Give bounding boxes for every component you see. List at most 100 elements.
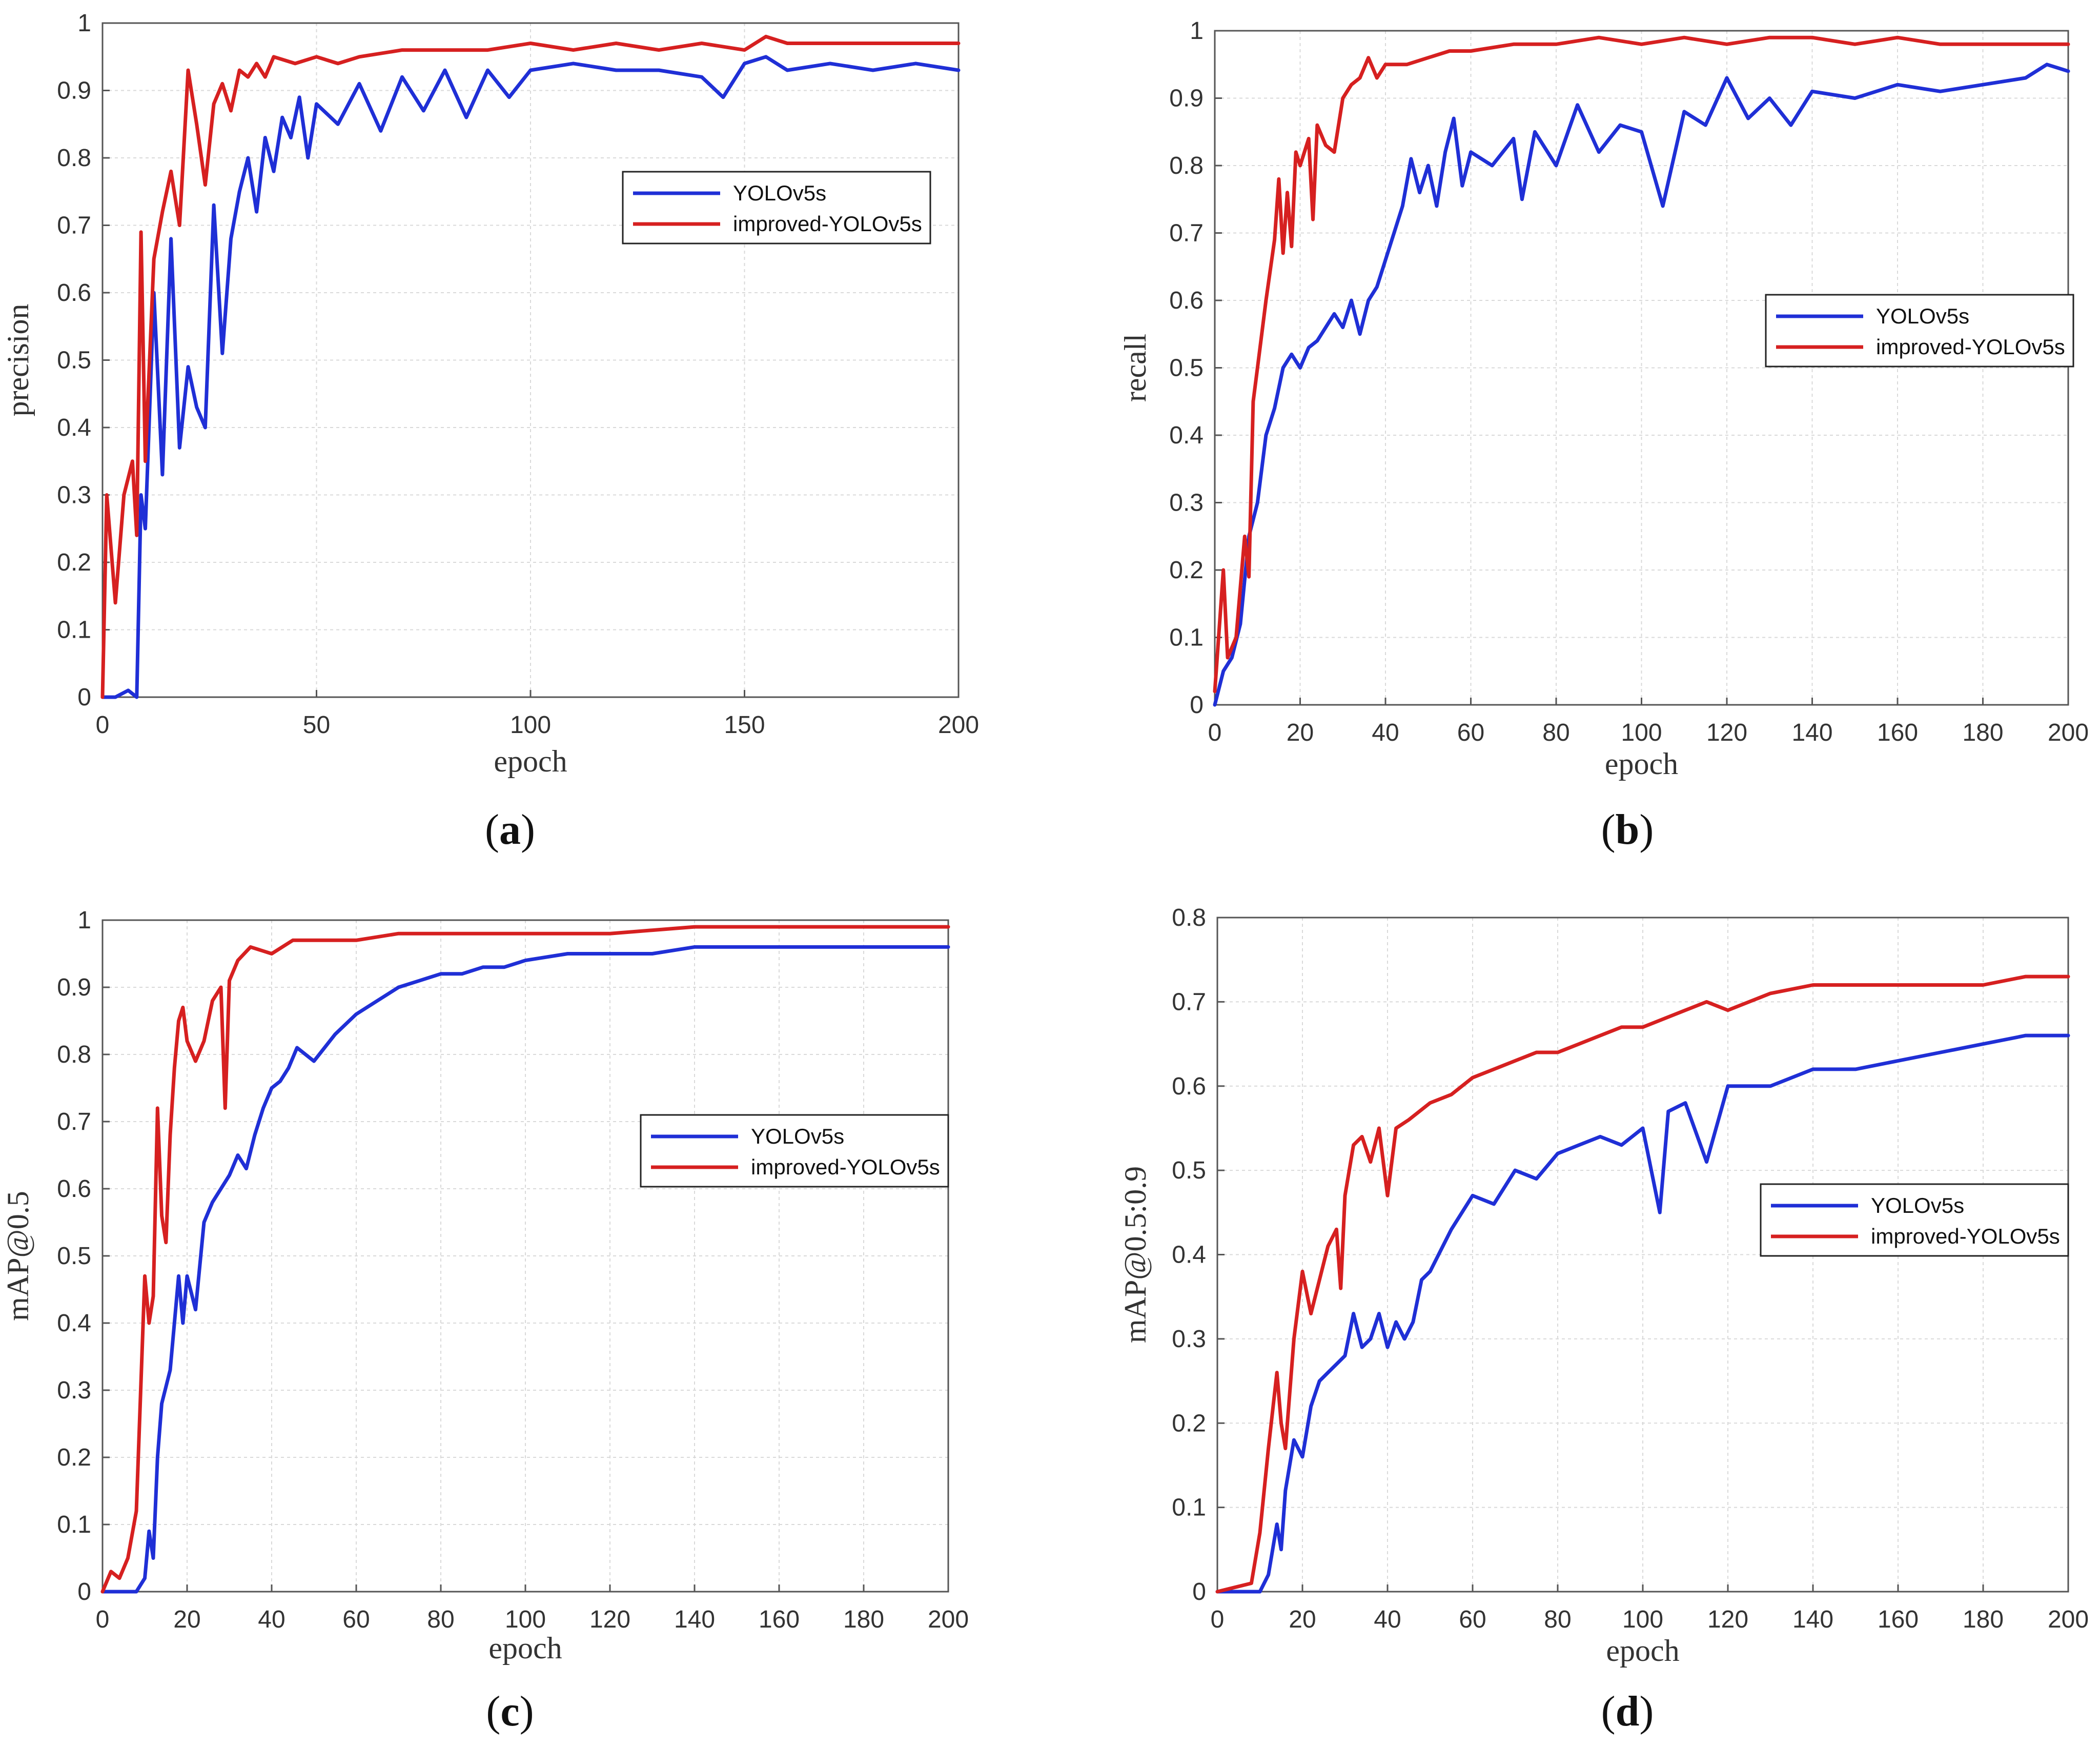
y-tick-label: 0.9 [57,974,91,1001]
y-tick-label: 0.4 [1169,422,1204,449]
y-tick-label: 0.6 [1172,1073,1206,1100]
y-tick-label: 0.7 [1172,988,1206,1015]
x-tick-label: 50 [303,712,330,739]
series-line-improved-yolov5s [1215,974,2070,1594]
y-tick-label: 0 [1190,692,1204,719]
x-tick-label: 160 [759,1606,800,1633]
caption-b-open: ( [1601,806,1616,853]
y-tick-label: 0.2 [1169,557,1204,584]
x-tick-label: 200 [938,712,979,739]
y-tick-label: 0 [77,684,91,711]
x-tick-label: 100 [1622,1606,1663,1633]
y-tick-label: 0 [77,1578,91,1605]
y-tick-label: 0.9 [1169,85,1204,112]
caption-d: (d) [1551,1686,1704,1736]
series-line-yolov5s [1215,1033,2070,1594]
x-tick-label: 60 [1457,719,1484,746]
x-tick-label: 80 [1542,719,1569,746]
x-tick-label: 60 [342,1606,370,1633]
x-tick-label: 0 [1211,1606,1225,1633]
x-tick-label: 200 [2048,719,2089,746]
x-tick-label: 140 [674,1606,715,1633]
y-tick-label: 0.1 [1169,624,1204,652]
panel-c: 0 20 40 60 80 100 120 140 160 180 200 0 0.1 0.2 0.3 0.4… [1,907,969,1665]
x-tick-label: 140 [1791,719,1832,746]
caption-b-letter: b [1615,806,1640,853]
y-tick-label: 0.3 [1169,490,1204,517]
y-tick-label: 0.5 [1172,1157,1206,1184]
y-tick-label: 0.5 [57,1243,91,1270]
x-tick-label: 60 [1459,1606,1486,1633]
x-tick-label: 200 [2048,1606,2089,1633]
x-tick-label: 100 [1621,719,1662,746]
caption-c-open: ( [486,1688,501,1735]
y-tick-label: 1 [77,10,91,37]
y-axis-label: precision [1,304,35,417]
caption-a-open: ( [485,806,499,853]
y-tick-label: 0.8 [1169,152,1204,179]
y-tick-label: 0.6 [57,1175,91,1203]
caption-d-open: ( [1601,1688,1616,1735]
caption-d-close: ) [1639,1688,1654,1735]
legend-label-improved-yolov5s: improved-YOLOv5s [1876,335,2065,359]
caption-a-letter: a [499,806,521,853]
caption-c-letter: c [500,1688,520,1735]
x-tick-label: 0 [96,712,110,739]
panel-b: 0 20 40 60 80 100 120 140 160 180 200 0 0.1 0.2 0.3 0.4… [1118,17,2089,781]
y-tick-label: 0.4 [57,1310,91,1337]
x-tick-label: 100 [505,1606,546,1633]
y-tick-label: 0.1 [57,1511,91,1538]
series-line-yolov5s [1213,63,2070,707]
x-tick-label: 180 [1963,1606,2004,1633]
y-axis-label: mAP@0.5:0.9 [1118,1166,1152,1343]
y-tick-label: 0.7 [1169,220,1204,247]
x-tick-label: 20 [173,1606,200,1633]
caption-a: (a) [433,805,587,855]
y-tick-label: 0.4 [57,414,91,441]
caption-b: (b) [1551,805,1704,855]
x-tick-label: 20 [1287,719,1314,746]
y-tick-label: 1 [1190,17,1204,45]
x-tick-label: 20 [1289,1606,1316,1633]
y-tick-label: 0.8 [57,145,91,172]
legend-box [1765,294,2074,368]
series-line-yolov5s [100,945,950,1594]
caption-d-letter: d [1615,1688,1640,1735]
y-tick-label: 1 [77,907,91,934]
x-tick-label: 80 [427,1606,454,1633]
caption-c-close: ) [519,1688,534,1735]
y-tick-label: 0.4 [1172,1242,1206,1269]
x-tick-label: 150 [724,712,765,739]
y-tick-label: 0.3 [57,482,91,509]
series-line-improved-yolov5s [1213,35,2070,694]
x-axis-label: epoch [494,744,567,778]
x-tick-label: 200 [928,1606,969,1633]
y-tick-label: 0.2 [57,549,91,576]
legend-label-improved-yolov5s: improved-YOLOv5s [733,212,922,236]
y-tick-label: 0.1 [1172,1494,1206,1521]
x-tick-label: 40 [1374,1606,1401,1633]
panel-d: 0 20 40 60 80 100 120 140 160 180 200 0 0.1 0.2 0.3 0.4… [1118,904,2089,1668]
x-tick-label: 160 [1878,1606,1919,1633]
legend-box [640,1114,949,1188]
legend-label-yolov5s: YOLOv5s [1871,1193,1964,1217]
y-tick-label: 0.6 [1169,287,1204,314]
x-tick-label: 120 [1706,719,1747,746]
x-tick-label: 0 [1208,719,1222,746]
y-tick-label: 0.5 [1169,355,1204,382]
x-axis-label: epoch [1606,1634,1679,1668]
x-axis-label: epoch [488,1631,562,1665]
y-tick-label: 0.9 [57,77,91,105]
x-tick-label: 0 [96,1606,110,1633]
legend-label-yolov5s: YOLOv5s [1876,304,1969,328]
x-tick-label: 120 [1707,1606,1748,1633]
y-tick-label: 0.3 [1172,1326,1206,1353]
x-tick-label: 180 [1962,719,2003,746]
y-tick-label: 0.6 [57,279,91,307]
x-tick-label: 160 [1877,719,1918,746]
series-line-improved-yolov5s [100,34,961,699]
legend-label-yolov5s: YOLOv5s [733,181,826,205]
y-tick-label: 0.5 [57,347,91,374]
y-tick-label: 0.3 [57,1377,91,1404]
